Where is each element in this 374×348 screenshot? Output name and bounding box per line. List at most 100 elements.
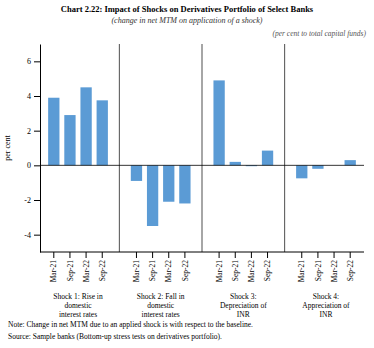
x-tick-mark [267, 252, 268, 258]
x-tick: Mar-21 [132, 252, 141, 282]
x-tick-label: Sep-22 [263, 260, 272, 281]
x-tick: Sep-21 [314, 252, 323, 281]
group-label-line: Appreciation of [302, 301, 350, 310]
x-tick-mark [69, 252, 70, 258]
x-axis-line [40, 252, 364, 253]
group-label-line: Shock 2: Fall in [137, 292, 185, 301]
y-tick: 4 [27, 92, 40, 101]
x-tick-mark [184, 252, 185, 258]
group-divider [284, 44, 285, 252]
x-tick-label: Sep-21 [148, 260, 157, 281]
x-tick: Mar-22 [247, 252, 256, 282]
x-tick: Sep-22 [346, 252, 355, 281]
y-tick-label: -4 [24, 231, 31, 240]
x-tick: Sep-21 [148, 252, 157, 281]
x-tick-label: Sep-21 [314, 260, 323, 281]
group-label-line: Shock 3: [230, 292, 256, 301]
x-axis: Mar-21 Sep-21 Mar-22 Sep-22 [132, 252, 189, 282]
bar [64, 115, 75, 165]
group-divider [202, 44, 203, 252]
y-tick-mark [34, 61, 40, 62]
x-tick-mark [251, 252, 252, 258]
group-label: Shock 1: Rise indomesticinterest rates [53, 292, 103, 319]
source: Source: Sample banks (Bottom-up stress t… [8, 332, 222, 341]
x-tick: Mar-22 [330, 252, 339, 282]
group-label-line: Shock 1: Rise in [53, 292, 103, 301]
subtitle: (change in net MTM on application of a s… [111, 16, 262, 25]
y-tick: 0 [27, 161, 40, 170]
y-tick-label: 0 [27, 161, 31, 170]
y-tick-label: -2 [24, 196, 31, 205]
x-tick-label: Sep-22 [98, 260, 107, 281]
y-tick: 2 [27, 127, 40, 136]
x-tick: Sep-22 [98, 252, 107, 281]
x-tick: Mar-21 [297, 252, 306, 282]
x-tick-label: Mar-22 [247, 260, 256, 283]
y-tick-mark [34, 165, 40, 166]
x-tick-mark [86, 252, 87, 258]
group-label-line: domestic [147, 301, 175, 310]
bar-group [213, 80, 273, 166]
x-tick-label: Mar-22 [82, 260, 91, 283]
group-label-line: Depreciation of [220, 301, 267, 310]
x-tick-mark [102, 252, 103, 258]
bar-group [296, 160, 356, 178]
x-tick-mark [219, 252, 220, 258]
x-tick-mark [334, 252, 335, 258]
unit-label: (per cent to total capital funds) [272, 29, 366, 38]
bar [296, 165, 307, 178]
x-tick-mark [235, 252, 236, 258]
x-tick-mark [136, 252, 137, 258]
zero-line [40, 165, 364, 166]
title: Chart 2.22: Impact of Shocks on Derivati… [61, 4, 314, 14]
x-tick-label: Sep-21 [66, 260, 75, 281]
bar [230, 162, 241, 165]
x-axis: Mar-21 Sep-21 Mar-22 Sep-22 [49, 252, 106, 282]
y-tick: -4 [24, 231, 40, 240]
x-tick-mark [317, 252, 318, 258]
group-label-line: interest rates [142, 310, 180, 319]
x-tick-label: Mar-22 [164, 260, 173, 283]
x-tick-label: Sep-22 [346, 260, 355, 281]
group-label: Shock 2: Fall indomesticinterest rates [137, 292, 185, 319]
bar [345, 160, 356, 165]
y-axis-title: per cent [3, 134, 12, 160]
group-label-line: interest rates [59, 310, 97, 319]
x-tick-label: Mar-21 [215, 260, 224, 283]
x-tick: Sep-21 [231, 252, 240, 281]
y-tick-mark [34, 131, 40, 132]
bar [262, 151, 273, 166]
note: Note: Change in net MTM due to an applie… [8, 320, 253, 329]
group-divider [119, 44, 120, 252]
x-tick: Sep-22 [181, 252, 190, 281]
bar [131, 165, 142, 181]
x-tick-mark [350, 252, 351, 258]
y-axis-line [40, 45, 41, 253]
chart: Chart 2.22: Impact of Shocks on Derivati… [0, 0, 374, 348]
y-tick-mark [34, 96, 40, 97]
bar-group [131, 165, 191, 226]
y-tick-label: 4 [27, 92, 31, 101]
bar [80, 87, 91, 165]
y-tick: 6 [27, 57, 40, 66]
x-tick: Mar-21 [49, 252, 58, 282]
group-label-line: INR [320, 310, 333, 319]
x-tick-label: Sep-22 [181, 260, 190, 281]
bar [147, 165, 158, 226]
x-tick-label: Sep-21 [231, 260, 240, 281]
bar-group [48, 87, 108, 165]
group-label-line: domestic [64, 301, 92, 310]
group-label: Shock 3:Depreciation ofINR [220, 292, 267, 319]
bar [48, 98, 59, 166]
x-tick-mark [152, 252, 153, 258]
x-tick-mark [168, 252, 169, 258]
x-tick: Mar-22 [164, 252, 173, 282]
x-tick: Mar-22 [82, 252, 91, 282]
x-tick: Sep-22 [263, 252, 272, 281]
x-tick-label: Mar-22 [330, 260, 339, 283]
x-tick-mark [53, 252, 54, 258]
y-tick-mark [34, 200, 40, 201]
x-tick-mark [301, 252, 302, 258]
y-axis: -4 -2 0 2 4 6 [24, 45, 40, 253]
bar [97, 100, 108, 165]
